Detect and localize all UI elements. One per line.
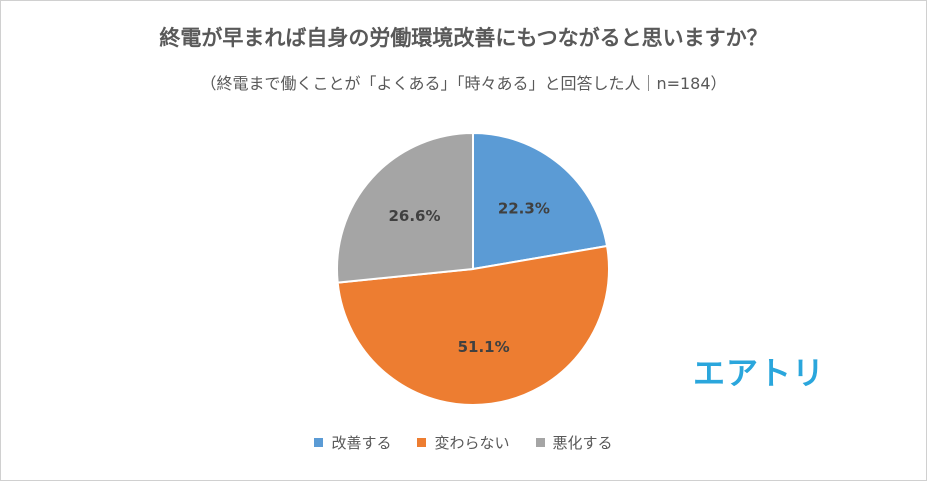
legend: 改善する 変わらない 悪化する [0, 432, 927, 453]
legend-item-improve: 改善する [314, 432, 391, 453]
legend-item-worsen: 悪化する [535, 432, 613, 453]
pie-slice-no-change [336, 244, 610, 406]
legend-item-no-change: 変わらない [417, 432, 510, 453]
legend-swatch-worsen [535, 438, 545, 447]
pie-slice-improve [472, 131, 609, 271]
legend-swatch-improve [314, 438, 324, 447]
legend-label-improve: 改善する [331, 434, 392, 452]
chart-title: 終電が早まれば自身の労働環境改善にもつながると思いますか？ [159, 26, 768, 50]
pie-slice-worsen [336, 131, 474, 284]
legend-label-no-change: 変わらない [434, 434, 510, 452]
data-label-no-change: 51.1% [458, 338, 510, 356]
data-label-improve: 22.3% [498, 200, 550, 218]
legend-label-worsen: 悪化する [552, 434, 613, 452]
chart-subtitle: （終電まで働くことが「よくある」「時々ある」と回答した人｜n=184） [200, 74, 727, 93]
eatri-logo: エアトリ [693, 354, 826, 392]
legend-swatch-no-change [417, 438, 427, 447]
data-label-worsen: 26.6% [388, 207, 440, 225]
